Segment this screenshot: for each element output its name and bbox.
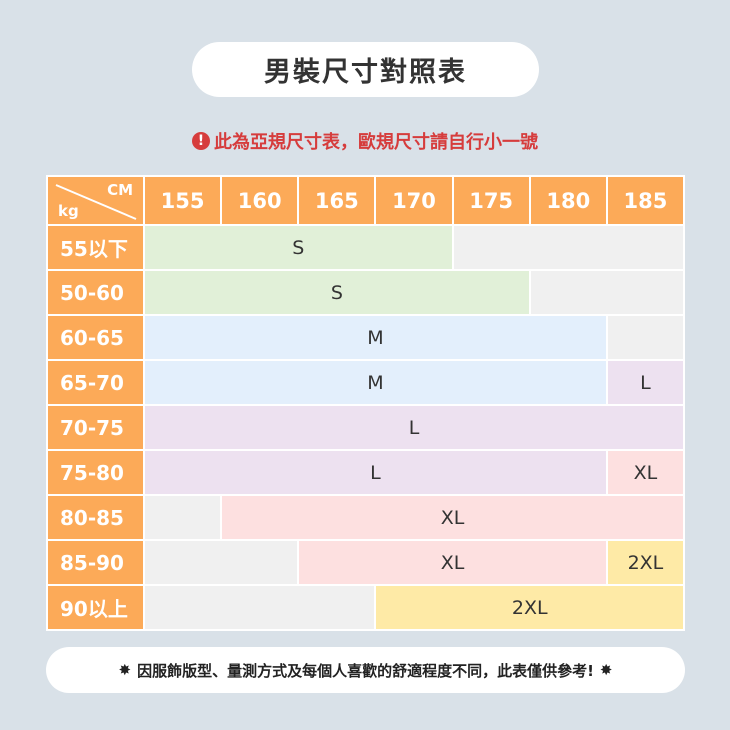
size-cell: S — [145, 271, 529, 314]
height-header: 175 — [453, 177, 529, 224]
size-notice: ! 此為亞規尺寸表，歐規尺寸請自行小一號 — [0, 128, 730, 154]
size-cell: L — [145, 406, 683, 449]
exclamation-circle-icon: ! — [192, 132, 210, 150]
star-burst-icon: ✸ — [118, 661, 132, 679]
size-cell: XL — [299, 541, 606, 584]
height-header: 170 — [376, 177, 452, 224]
weight-header: 50-60 — [48, 271, 143, 314]
size-cell: XL — [607, 451, 683, 494]
height-unit-label: CM — [107, 181, 133, 199]
empty-cell — [530, 271, 683, 314]
height-header: 160 — [222, 177, 298, 224]
empty-cell — [145, 586, 375, 629]
corner-header: CM kg — [48, 177, 143, 224]
empty-cell — [145, 496, 221, 539]
height-header: 185 — [607, 177, 683, 224]
weight-header: 85-90 — [48, 541, 143, 584]
star-burst-icon: ✸ — [599, 661, 613, 679]
weight-header: 75-80 — [48, 451, 143, 494]
weight-header: 55以下 — [48, 226, 143, 269]
size-cell: M — [145, 316, 606, 359]
height-header: 155 — [145, 177, 221, 224]
page-title: 男裝尺寸對照表 — [192, 42, 539, 97]
size-cell: S — [145, 226, 452, 269]
weight-unit-label: kg — [58, 202, 79, 220]
weight-header: 70-75 — [48, 406, 143, 449]
size-cell: 2XL — [376, 586, 683, 629]
weight-header: 80-85 — [48, 496, 143, 539]
empty-cell — [607, 316, 683, 359]
size-cell: L — [607, 361, 683, 404]
size-cell: 2XL — [607, 541, 683, 584]
height-header: 165 — [299, 177, 375, 224]
size-cell: L — [145, 451, 606, 494]
size-cell: XL — [222, 496, 683, 539]
weight-header: 65-70 — [48, 361, 143, 404]
empty-cell — [453, 226, 683, 269]
footer-note: ✸ 因服飾版型、量測方式及每個人喜歡的舒適程度不同，此表僅供參考! ✸ — [46, 647, 685, 693]
notice-text: 此為亞規尺寸表，歐規尺寸請自行小一號 — [214, 132, 538, 153]
height-header: 180 — [530, 177, 606, 224]
weight-header: 60-65 — [48, 316, 143, 359]
size-cell: M — [145, 361, 606, 404]
weight-header: 90以上 — [48, 586, 143, 629]
size-chart-table: CM kg 155 160 165 170 175 180 185 55以下 S 50-60 S 60… — [46, 175, 685, 631]
footer-text: 因服飾版型、量測方式及每個人喜歡的舒適程度不同，此表僅供參考! — [137, 661, 594, 680]
empty-cell — [145, 541, 298, 584]
